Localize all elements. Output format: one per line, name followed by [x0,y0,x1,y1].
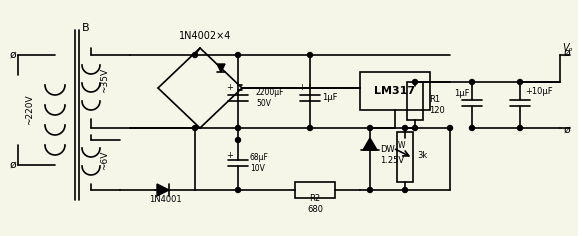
Circle shape [413,126,417,131]
Circle shape [235,52,240,58]
Text: ~35V: ~35V [101,67,109,93]
Text: LM317: LM317 [375,86,416,96]
Text: 1N4002×4: 1N4002×4 [179,31,231,41]
Text: 2200µF
50V: 2200µF 50V [256,88,284,108]
Text: DW
1.25V: DW 1.25V [380,145,404,165]
Text: ~220V: ~220V [25,95,35,125]
Text: R1
120: R1 120 [429,95,444,115]
Circle shape [235,187,240,193]
Text: 1N4001: 1N4001 [149,195,181,205]
Text: W: W [398,142,406,151]
Text: ø: ø [564,48,570,58]
Text: +: + [227,84,234,93]
Polygon shape [363,138,377,150]
Text: ø: ø [10,160,16,170]
Circle shape [192,126,198,131]
Text: 1µF: 1µF [454,89,470,98]
Bar [407,82,423,120]
Polygon shape [217,64,225,72]
Text: ø: ø [564,125,570,135]
Circle shape [413,80,417,84]
Text: 3k: 3k [417,151,427,160]
Text: Vₒ: Vₒ [562,43,573,53]
Circle shape [469,80,475,84]
Circle shape [517,126,523,131]
Text: 1µF: 1µF [322,93,338,102]
Polygon shape [157,184,169,196]
Circle shape [307,126,313,131]
Circle shape [368,187,372,193]
Circle shape [469,126,475,131]
Circle shape [368,126,372,131]
Circle shape [517,80,523,84]
Circle shape [235,138,240,143]
Text: 68µF
10V: 68µF 10V [250,153,269,173]
Text: R2
680: R2 680 [307,194,323,214]
Bar [295,182,335,198]
Text: B: B [82,23,90,33]
Text: +: + [227,152,234,160]
Circle shape [307,52,313,58]
Circle shape [235,126,240,131]
Circle shape [447,126,453,131]
Text: ~6V: ~6V [101,150,109,170]
Circle shape [192,52,198,58]
Text: +: + [299,84,305,93]
Circle shape [402,187,407,193]
Bar [397,132,413,182]
Text: +10µF: +10µF [525,88,553,97]
Text: ø: ø [10,50,16,60]
Bar [360,72,430,110]
Circle shape [402,126,407,131]
